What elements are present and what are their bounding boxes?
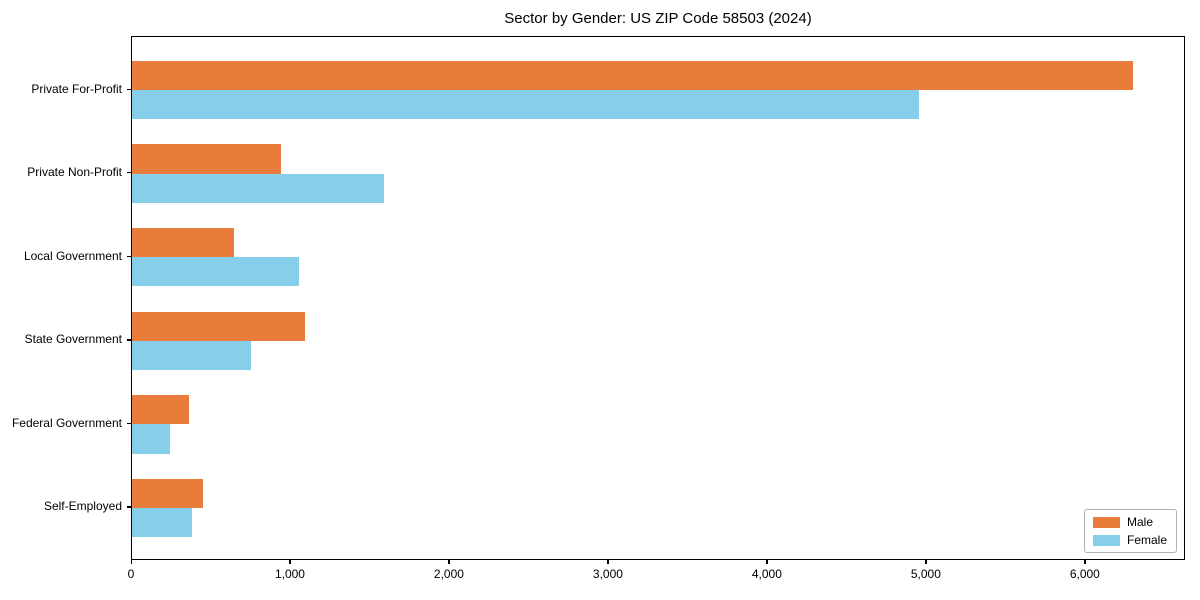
bar-female-self-employed [132, 507, 193, 538]
bar-female-local-government [132, 257, 299, 287]
legend-item-male: Male [1092, 515, 1167, 529]
bar-male-private-non-profit [132, 144, 282, 174]
bar-female-state-government [132, 340, 251, 371]
x-tick-label-0: 0 [127, 567, 135, 581]
x-tick-mark [1084, 560, 1086, 564]
female-legend-swatch-icon [1092, 534, 1120, 546]
x-tick-mark [607, 560, 609, 564]
x-tick-mark [289, 560, 291, 564]
y-tick-label-self-employed: Self-Employed [43, 499, 122, 514]
x-tick-label-4000: 4,000 [751, 567, 782, 581]
x-tick-mark [925, 560, 927, 564]
y-tick-label-local-government: Local Government [23, 248, 122, 263]
x-tick-label-3000: 3,000 [592, 567, 623, 581]
male-legend-swatch-icon [1092, 516, 1120, 528]
legend-label-female: Female [1126, 533, 1167, 547]
chart-title: Sector by Gender: US ZIP Code 58503 (202… [504, 10, 812, 27]
legend: Male Female [1083, 509, 1177, 553]
bar-male-local-government [132, 227, 234, 258]
bar-male-federal-government [132, 395, 190, 425]
x-tick-label-6000: 6,000 [1069, 567, 1100, 581]
legend-label-male: Male [1126, 515, 1153, 529]
plot-area: Male Female [131, 36, 1185, 560]
y-tick-mark [126, 172, 131, 174]
y-tick-mark [126, 255, 131, 257]
bar-male-private-for-profit [132, 60, 1134, 91]
x-tick-mark [130, 560, 132, 564]
y-tick-label-private-for-profit: Private For-Profit [31, 81, 122, 96]
y-tick-label-state-government: State Government [24, 332, 122, 347]
bar-female-private-non-profit [132, 173, 385, 203]
bar-female-federal-government [132, 424, 171, 454]
legend-item-female: Female [1092, 533, 1167, 547]
y-tick-mark [126, 422, 131, 425]
y-tick-label-federal-government: Federal Government [11, 415, 122, 430]
x-tick-mark [448, 560, 450, 564]
x-tick-mark [766, 560, 768, 564]
y-tick-mark [126, 88, 131, 90]
x-tick-label-1000: 1,000 [274, 567, 305, 581]
bar-female-private-for-profit [132, 90, 920, 120]
x-tick-label-5000: 5,000 [910, 567, 941, 581]
bar-male-self-employed [132, 478, 204, 508]
y-tick-label-private-non-profit: Private Non-Profit [27, 165, 122, 180]
x-tick-label-2000: 2,000 [433, 567, 464, 581]
bar-male-state-government [132, 311, 305, 341]
y-tick-mark [126, 506, 131, 508]
y-tick-mark [126, 339, 131, 341]
